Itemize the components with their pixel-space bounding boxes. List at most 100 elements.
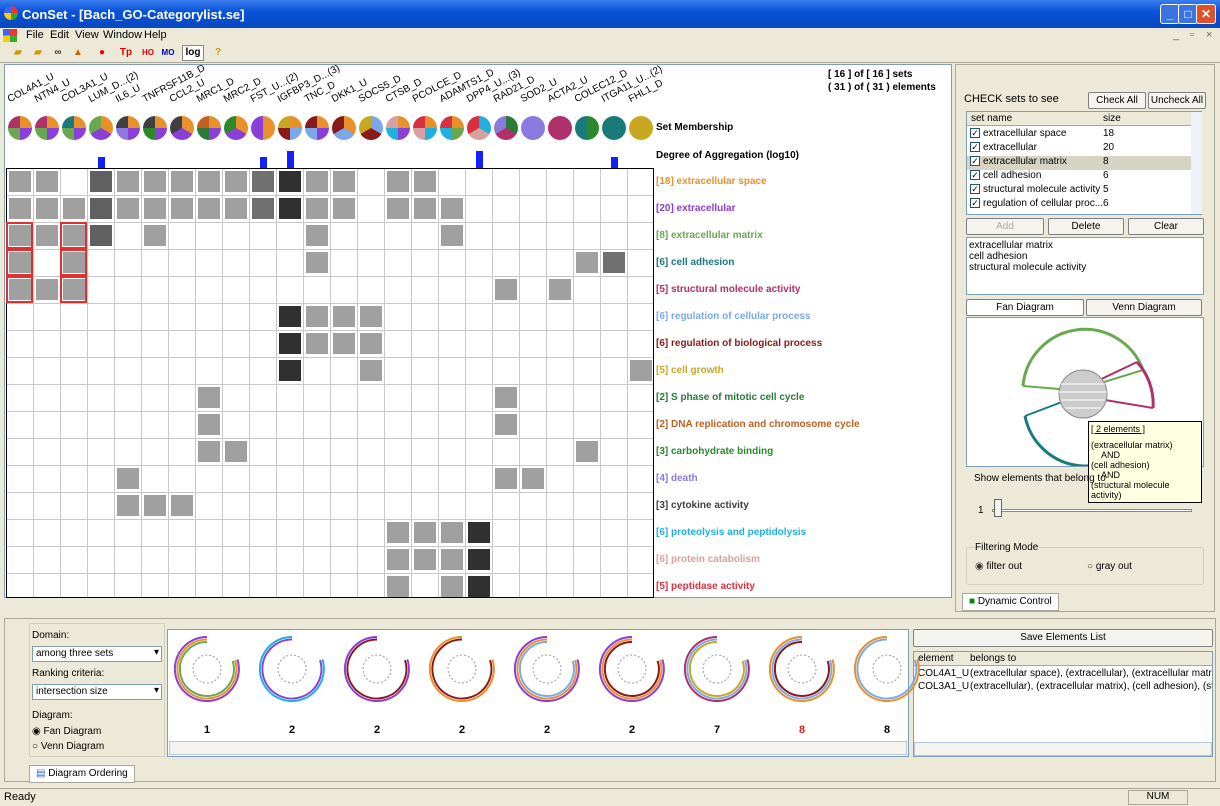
membership-pie[interactable] <box>575 116 599 140</box>
set-table-row[interactable]: ✓ structural molecule activity 5 <box>970 184 1109 195</box>
membership-pie[interactable] <box>494 116 518 140</box>
matrix-cell[interactable] <box>36 225 58 246</box>
matrix-cell[interactable] <box>414 522 436 543</box>
export-icon[interactable]: ▲ <box>73 47 83 58</box>
mdi-minimize-icon[interactable]: _ <box>1173 29 1180 41</box>
matrix-cell[interactable] <box>117 468 139 489</box>
diagram-thumbnail[interactable] <box>682 634 752 704</box>
domain-select[interactable]: among three sets ▾ <box>32 646 162 662</box>
slider-track[interactable] <box>992 509 1192 512</box>
matrix-cell[interactable] <box>63 279 85 300</box>
set-row-label[interactable]: [8] extracellular matrix <box>656 230 763 241</box>
membership-pie[interactable] <box>62 116 86 140</box>
diagram-thumbnail[interactable] <box>512 634 582 704</box>
membership-pie[interactable] <box>359 116 383 140</box>
save-elements-button[interactable]: Save Elements List <box>913 629 1213 647</box>
matrix-cell[interactable] <box>63 252 85 273</box>
matrix-cell[interactable] <box>225 171 247 192</box>
matrix-cell[interactable] <box>441 549 463 570</box>
matrix-cell[interactable] <box>441 225 463 246</box>
matrix-cell[interactable] <box>252 198 274 219</box>
size-header[interactable]: size <box>1103 113 1121 124</box>
matrix-cell[interactable] <box>279 360 301 381</box>
matrix-cell[interactable] <box>360 360 382 381</box>
matrix-cell[interactable] <box>225 198 247 219</box>
membership-pie[interactable] <box>521 116 545 140</box>
set-row-label[interactable]: [3] cytokine activity <box>656 500 749 511</box>
matrix-cell[interactable] <box>9 279 31 300</box>
tab-venn-diagram[interactable]: Venn Diagram <box>1086 299 1202 316</box>
membership-pie[interactable] <box>278 116 302 140</box>
uncheck-all-button[interactable]: Uncheck All <box>1148 92 1206 109</box>
membership-pie[interactable] <box>224 116 248 140</box>
set-row-label[interactable]: [6] protein catabolism <box>656 554 760 565</box>
diagram-thumbnail[interactable] <box>597 634 667 704</box>
set-row-label[interactable]: [4] death <box>656 473 698 484</box>
membership-pie[interactable] <box>548 116 572 140</box>
set-row-label[interactable]: [6] regulation of cellular process <box>656 311 811 322</box>
matrix-cell[interactable] <box>9 198 31 219</box>
matrix-cell[interactable] <box>90 225 112 246</box>
matrix-cell[interactable] <box>360 333 382 354</box>
membership-pie[interactable] <box>602 116 626 140</box>
open-folder-2-icon[interactable]: ▰ <box>34 47 42 58</box>
table-row[interactable]: COL4A1_U (extracellular space), (extracel… <box>918 668 1212 679</box>
menu-file[interactable]: File <box>26 29 44 41</box>
matrix-cell[interactable] <box>171 495 193 516</box>
filter-out-radio[interactable]: ◉ filter out <box>975 561 1023 572</box>
matrix-cell[interactable] <box>549 279 571 300</box>
matrix-cell[interactable] <box>468 576 490 597</box>
matrix-cell[interactable] <box>522 468 544 489</box>
matrix-cell[interactable] <box>414 171 436 192</box>
membership-pie[interactable] <box>143 116 167 140</box>
diagram-thumbnail[interactable] <box>427 634 497 704</box>
matrix-cell[interactable] <box>306 225 328 246</box>
color-dots-icon[interactable]: ● <box>98 47 106 58</box>
binoculars-icon[interactable]: ∞ <box>54 47 62 58</box>
matrix-cell[interactable] <box>117 171 139 192</box>
membership-pie[interactable] <box>8 116 32 140</box>
diagram-thumbnail[interactable] <box>767 634 837 704</box>
matrix-cell[interactable] <box>414 549 436 570</box>
set-table-row[interactable]: ✓ extracellular matrix 8 <box>967 156 1191 170</box>
ho-icon[interactable]: HO <box>142 48 154 57</box>
tab-dynamic-control[interactable]: ■ Dynamic Control <box>962 593 1059 611</box>
membership-pie[interactable] <box>413 116 437 140</box>
menu-help[interactable]: Help <box>144 29 167 41</box>
matrix-cell[interactable] <box>225 441 247 462</box>
help-icon[interactable]: ? <box>214 47 222 58</box>
diagram-thumbnail[interactable] <box>257 634 327 704</box>
matrix-cell[interactable] <box>441 576 463 597</box>
menu-view[interactable]: View <box>75 29 99 41</box>
matrix-cell[interactable] <box>36 279 58 300</box>
matrix-cell[interactable] <box>387 198 409 219</box>
mo-icon[interactable]: MO <box>161 48 175 57</box>
matrix-cell[interactable] <box>306 252 328 273</box>
matrix-cell[interactable] <box>495 387 517 408</box>
belongs-to-header[interactable]: belongs to <box>970 653 1017 664</box>
matrix-cell[interactable] <box>360 306 382 327</box>
membership-pie[interactable] <box>251 116 275 140</box>
mdi-close-icon[interactable]: × <box>1206 29 1213 41</box>
matrix-cell[interactable] <box>279 198 301 219</box>
membership-pie[interactable] <box>332 116 356 140</box>
diagram-thumbnail[interactable] <box>172 634 242 704</box>
membership-pie[interactable] <box>629 116 653 140</box>
clear-button[interactable]: Clear <box>1128 218 1204 235</box>
matrix-cell[interactable] <box>414 198 436 219</box>
slider-thumb[interactable] <box>994 499 1002 517</box>
matrix-cell[interactable] <box>144 225 166 246</box>
matrix-cell[interactable] <box>495 414 517 435</box>
set-row-label[interactable]: [5] structural molecule activity <box>656 284 801 295</box>
close-button[interactable]: ✕ <box>1196 4 1216 24</box>
matrix-cell[interactable] <box>144 198 166 219</box>
set-matrix-grid[interactable] <box>6 168 654 598</box>
matrix-cell[interactable] <box>279 306 301 327</box>
matrix-cell[interactable] <box>9 252 31 273</box>
open-folder-icon[interactable]: ▰ <box>14 47 22 58</box>
matrix-cell[interactable] <box>279 171 301 192</box>
matrix-cell[interactable] <box>441 198 463 219</box>
set-table-row[interactable]: ✓ regulation of cellular proc... 6 <box>970 198 1109 209</box>
matrix-cell[interactable] <box>630 360 652 381</box>
matrix-cell[interactable] <box>495 279 517 300</box>
